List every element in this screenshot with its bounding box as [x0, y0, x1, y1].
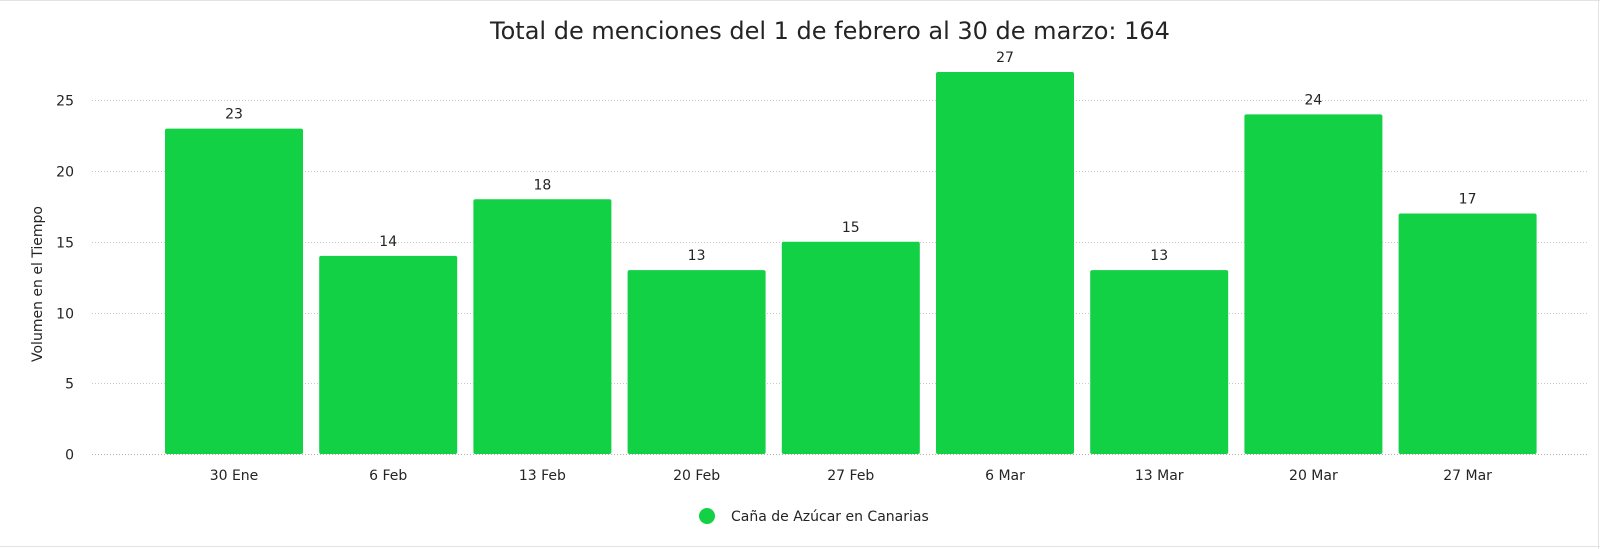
x-tick-label: 27 Feb — [827, 468, 874, 484]
y-tick-label: 25 — [56, 94, 74, 110]
y-tick-label: 0 — [65, 448, 74, 464]
bar — [319, 255, 458, 454]
y-axis-ticks: 0 5 10 15 20 25 — [56, 94, 74, 464]
bars — [165, 72, 1537, 455]
data-label: 18 — [533, 177, 551, 193]
data-label: 15 — [842, 220, 860, 236]
x-axis-ticks: 30 Ene 6 Feb 13 Feb 20 Feb 27 Feb 6 Mar 13 Mar… — [210, 468, 1492, 484]
y-axis-label: Volumen en el Tiempo — [30, 206, 46, 362]
x-tick-label: 6 Feb — [369, 468, 407, 484]
x-tick-label: 13 Feb — [519, 468, 566, 484]
y-tick-label: 5 — [65, 377, 74, 393]
bar — [1398, 213, 1537, 454]
y-tick-label: 10 — [56, 307, 74, 323]
data-label: 24 — [1304, 92, 1322, 108]
data-label: 27 — [996, 50, 1014, 66]
x-tick-label: 13 Mar — [1135, 468, 1184, 484]
y-tick-label: 15 — [56, 236, 74, 252]
legend: Caña de Azúcar en Canarias — [699, 508, 929, 525]
legend-marker — [699, 508, 715, 524]
x-tick-label: 30 Ene — [210, 468, 259, 484]
data-label: 14 — [379, 234, 397, 250]
y-tick-label: 20 — [56, 165, 74, 181]
data-label: 13 — [1150, 248, 1168, 264]
bar — [1090, 270, 1229, 454]
chart-title: Total de menciones del 1 de febrero al 3… — [489, 17, 1170, 45]
x-tick-label: 27 Mar — [1443, 468, 1492, 484]
bar — [165, 128, 303, 454]
bar — [936, 72, 1074, 454]
bar — [1244, 114, 1383, 455]
x-tick-label: 6 Mar — [985, 468, 1025, 484]
bar — [627, 270, 766, 454]
data-label: 13 — [688, 248, 706, 264]
bar — [781, 241, 920, 454]
x-tick-label: 20 Feb — [673, 468, 720, 484]
bar — [473, 199, 612, 454]
legend-label: Caña de Azúcar en Canarias — [731, 509, 929, 525]
data-label: 23 — [225, 107, 243, 123]
data-label: 17 — [1459, 192, 1477, 208]
data-labels: 23 14 18 13 15 27 13 24 17 — [225, 50, 1476, 264]
x-tick-label: 20 Mar — [1289, 468, 1338, 484]
